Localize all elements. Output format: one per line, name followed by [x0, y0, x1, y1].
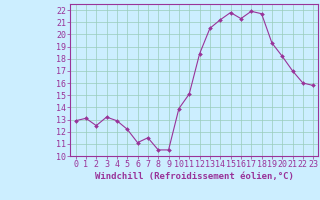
- X-axis label: Windchill (Refroidissement éolien,°C): Windchill (Refroidissement éolien,°C): [95, 172, 294, 181]
